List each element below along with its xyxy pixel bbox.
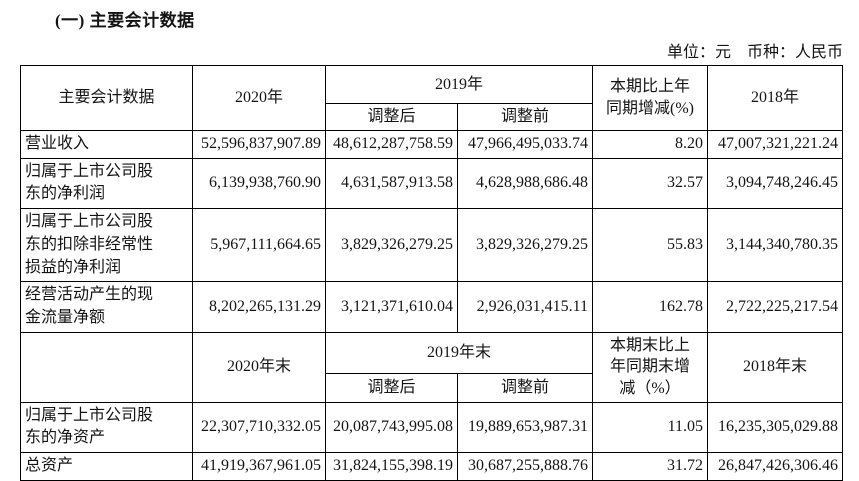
header-2019-end: 2019年末 xyxy=(324,331,594,375)
cell-adjusted-before: 2,926,031,415.11 xyxy=(456,281,594,333)
cell-2018: 2,722,225,217.54 xyxy=(707,281,844,333)
row-label: 营业收入 xyxy=(20,130,193,159)
header-end-change-pct: 本期末比上 年同期末增 减（%） xyxy=(592,331,709,403)
header-2020-end: 2020年末 xyxy=(192,331,326,403)
cell-adjusted-after: 3,121,371,610.04 xyxy=(325,281,458,333)
row-label: 归属于上市公司股 东的扣除非经常性 损益的净利润 xyxy=(20,208,193,283)
header-adjusted-after: 调整后 xyxy=(325,103,458,131)
cell-2020: 6,139,938,760.90 xyxy=(192,157,326,210)
header-blank xyxy=(20,331,193,403)
cell-adjusted-before: 30,687,255,888.76 xyxy=(456,451,594,481)
header-2019: 2019年 xyxy=(324,65,594,104)
cell-2018: 3,094,748,246.45 xyxy=(707,157,844,210)
cell-adjusted-before: 4,628,988,686.48 xyxy=(456,157,594,210)
row-label: 经营活动产生的现 金流量净额 xyxy=(20,281,193,333)
cell-2020: 41,919,367,961.05 xyxy=(192,451,326,481)
cell-change-pct: 31.72 xyxy=(592,451,709,481)
cell-2020: 52,596,837,907.89 xyxy=(192,130,326,159)
cell-2020: 8,202,265,131.29 xyxy=(192,281,326,333)
accounting-data-table: 主要会计数据 2020年 2019年 本期比上年 同期增减(%) 2018年 调… xyxy=(20,65,844,481)
cell-change-pct: 55.83 xyxy=(592,208,709,283)
cell-2018: 3,144,340,780.35 xyxy=(707,208,844,283)
header-main-accounting-data: 主要会计数据 xyxy=(20,65,193,131)
row-label: 归属于上市公司股 东的净利润 xyxy=(20,157,193,210)
cell-adjusted-after: 3,829,326,279.25 xyxy=(325,208,458,283)
header-adjusted-before: 调整前 xyxy=(456,103,594,131)
cell-adjusted-after: 4,631,587,913.58 xyxy=(325,157,458,210)
cell-adjusted-before: 19,889,653,987.31 xyxy=(456,401,594,453)
header-2020: 2020年 xyxy=(192,65,326,131)
cell-adjusted-after: 48,612,287,758.59 xyxy=(325,130,458,159)
cell-adjusted-after: 31,824,155,398.19 xyxy=(325,451,458,481)
unit-currency-note: 单位：元 币种：人民币 xyxy=(666,44,843,61)
cell-2020: 5,967,111,664.65 xyxy=(192,208,326,283)
header-adjusted-after-end: 调整后 xyxy=(325,373,458,403)
cell-adjusted-before: 3,829,326,279.25 xyxy=(456,208,594,283)
cell-change-pct: 32.57 xyxy=(592,157,709,210)
header-2018-end: 2018年末 xyxy=(707,331,844,403)
cell-2020: 22,307,710,332.05 xyxy=(192,401,326,453)
cell-change-pct: 8.20 xyxy=(592,130,709,159)
cell-change-pct: 11.05 xyxy=(592,401,709,453)
table-row: 总资产 41,919,367,961.05 31,824,155,398.19 … xyxy=(20,451,844,481)
table-row: 营业收入 52,596,837,907.89 48,612,287,758.59… xyxy=(20,130,844,159)
cell-change-pct: 162.78 xyxy=(592,281,709,333)
row-label: 归属于上市公司股 东的净资产 xyxy=(20,401,193,453)
table-row: 经营活动产生的现 金流量净额 8,202,265,131.29 3,121,37… xyxy=(20,281,844,333)
cell-adjusted-after: 20,087,743,995.08 xyxy=(325,401,458,453)
header-change-pct: 本期比上年 同期增减(%) xyxy=(592,65,709,131)
page-title: (一) 主要会计数据 xyxy=(55,11,195,30)
table-row: 归属于上市公司股 东的净利润 6,139,938,760.90 4,631,58… xyxy=(20,157,844,210)
table-row: 归属于上市公司股 东的净资产 22,307,710,332.05 20,087,… xyxy=(20,401,844,453)
cell-2018: 47,007,321,221.24 xyxy=(707,130,844,159)
row-label: 总资产 xyxy=(20,451,193,481)
cell-2018: 16,235,305,029.88 xyxy=(707,401,844,453)
table-row: 归属于上市公司股 东的扣除非经常性 损益的净利润 5,967,111,664.6… xyxy=(20,208,844,283)
cell-2018: 26,847,426,306.46 xyxy=(707,451,844,481)
cell-adjusted-before: 47,966,495,033.74 xyxy=(456,130,594,159)
header-adjusted-before-end: 调整前 xyxy=(456,373,594,403)
header-2018: 2018年 xyxy=(707,65,844,131)
